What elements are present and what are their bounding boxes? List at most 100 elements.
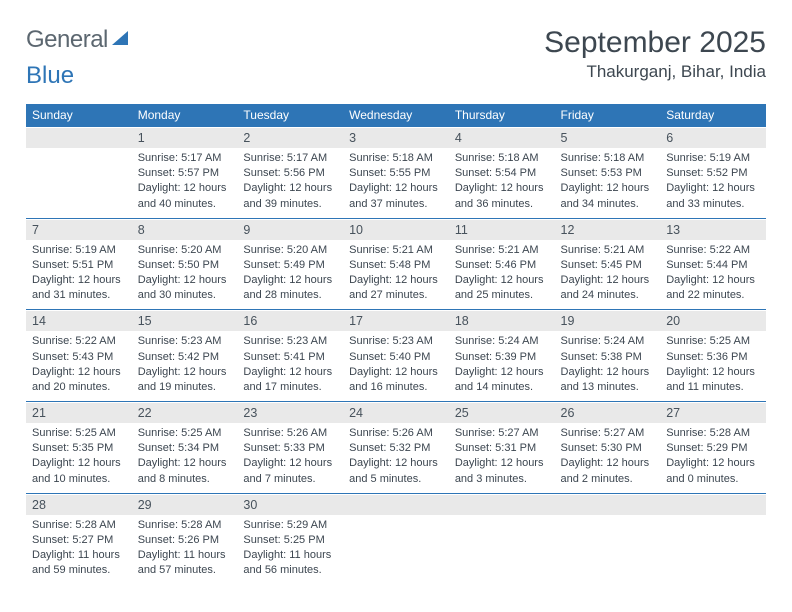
day-number-cell: 18	[449, 310, 555, 331]
day-info-line: Sunset: 5:27 PM	[32, 534, 113, 546]
day-info-row: Sunrise: 5:22 AMSunset: 5:43 PMDaylight:…	[26, 331, 766, 402]
day-info-cell: Sunrise: 5:22 AMSunset: 5:43 PMDaylight:…	[26, 331, 132, 402]
day-info-cell: Sunrise: 5:28 AMSunset: 5:29 PMDaylight:…	[660, 423, 766, 494]
day-info-row: Sunrise: 5:19 AMSunset: 5:51 PMDaylight:…	[26, 240, 766, 311]
calendar-table: Sunday Monday Tuesday Wednesday Thursday…	[26, 104, 766, 127]
day-info-cell: Sunrise: 5:20 AMSunset: 5:49 PMDaylight:…	[237, 240, 343, 311]
day-info-line: Sunrise: 5:18 AM	[455, 152, 539, 164]
day-info-line: Sunrise: 5:18 AM	[349, 152, 433, 164]
logo-text-1: General	[26, 26, 108, 54]
day-info-line: and 16 minutes.	[349, 381, 427, 393]
day-info-cell: Sunrise: 5:17 AMSunset: 5:56 PMDaylight:…	[237, 148, 343, 219]
day-info-line: Daylight: 11 hours	[138, 549, 226, 561]
day-info-line: Sunrise: 5:28 AM	[138, 519, 222, 531]
day-info-line: Daylight: 12 hours	[32, 457, 121, 469]
location: Thakurganj, Bihar, India	[544, 62, 766, 82]
day-info-cell: Sunrise: 5:19 AMSunset: 5:51 PMDaylight:…	[26, 240, 132, 311]
day-info-line: and 33 minutes.	[666, 198, 744, 210]
day-info-line: and 24 minutes.	[561, 289, 639, 301]
day-info-cell	[449, 515, 555, 585]
day-number-cell: 3	[343, 127, 449, 148]
day-info-line: Sunset: 5:50 PM	[138, 259, 219, 271]
day-info-line: Sunrise: 5:19 AM	[666, 152, 750, 164]
day-info-line: Sunset: 5:41 PM	[243, 351, 324, 363]
day-info-line: Daylight: 12 hours	[138, 274, 227, 286]
day-info-line: Sunrise: 5:28 AM	[666, 427, 750, 439]
day-info-line: and 5 minutes.	[349, 473, 421, 485]
day-info-line: and 7 minutes.	[243, 473, 315, 485]
day-info-line: Sunrise: 5:21 AM	[561, 244, 645, 256]
day-info-line: and 20 minutes.	[32, 381, 110, 393]
day-info-line: Sunset: 5:54 PM	[455, 167, 536, 179]
day-info-line: and 25 minutes.	[455, 289, 533, 301]
day-info-line: Sunrise: 5:25 AM	[666, 335, 750, 347]
day-info-line: Daylight: 12 hours	[243, 366, 332, 378]
day-info-cell: Sunrise: 5:26 AMSunset: 5:33 PMDaylight:…	[237, 423, 343, 494]
day-info-line: Sunset: 5:42 PM	[138, 351, 219, 363]
day-info-cell: Sunrise: 5:24 AMSunset: 5:39 PMDaylight:…	[449, 331, 555, 402]
day-number-cell: 20	[660, 310, 766, 331]
day-info-line: and 39 minutes.	[243, 198, 321, 210]
day-info-cell: Sunrise: 5:18 AM Sunset: 5:54 PM Daylight:…	[449, 148, 555, 219]
day-info-line: Sunset: 5:48 PM	[349, 259, 430, 271]
day-info-line: Sunrise: 5:26 AM	[243, 427, 327, 439]
day-info-line: Sunset: 5:38 PM	[561, 351, 642, 363]
dow-cell: Sunday	[26, 104, 132, 127]
day-info-cell: Sunrise: 5:29 AMSunset: 5:25 PMDaylight:…	[237, 515, 343, 585]
day-number-cell	[660, 494, 766, 515]
day-info-cell: Sunrise: 5:23 AMSunset: 5:40 PMDaylight:…	[343, 331, 449, 402]
day-number-cell: 4	[449, 127, 555, 148]
day-info-line: and 10 minutes.	[32, 473, 110, 485]
day-info-cell: Sunrise: 5:17 AMSunset: 5:57 PMDaylight:…	[132, 148, 238, 219]
day-number-cell: 5	[555, 127, 661, 148]
day-info-line: Sunset: 5:55 PM	[349, 167, 430, 179]
day-info-cell: Sunrise: 5:21 AMSunset: 5:45 PMDaylight:…	[555, 240, 661, 311]
day-info-line: and 57 minutes.	[138, 564, 216, 576]
title-block: September 2025 Thakurganj, Bihar, India	[544, 26, 766, 82]
day-info-line: Sunrise: 5:27 AM	[561, 427, 645, 439]
day-info-cell	[26, 148, 132, 219]
day-info-line: and 11 minutes.	[666, 381, 743, 393]
day-number-cell: 29	[132, 494, 238, 515]
day-info-cell: Sunrise: 5:19 AMSunset: 5:52 PMDaylight:…	[660, 148, 766, 219]
day-info-line: Daylight: 12 hours	[349, 274, 438, 286]
day-info-line: Sunrise: 5:23 AM	[349, 335, 433, 347]
day-info-line: Daylight: 12 hours	[455, 457, 544, 469]
day-info-line: and 37 minutes.	[349, 198, 427, 210]
day-info-line: and 8 minutes.	[138, 473, 210, 485]
day-info-line: and 17 minutes.	[243, 381, 321, 393]
day-info-line: Daylight: 12 hours	[138, 457, 227, 469]
day-info-line: Sunset: 5:40 PM	[349, 351, 430, 363]
day-info-cell: Sunrise: 5:23 AMSunset: 5:42 PMDaylight:…	[132, 331, 238, 402]
day-number-cell	[343, 494, 449, 515]
day-info-line: Daylight: 12 hours	[32, 274, 121, 286]
calendar-weeks: 123456Sunrise: 5:17 AMSunset: 5:57 PMDay…	[26, 127, 766, 584]
day-info-line: Sunset: 5:43 PM	[32, 351, 113, 363]
day-info-cell: Sunrise: 5:20 AM Sunset: 5:50 PM Daylight:…	[132, 240, 238, 311]
day-info-line: Sunset: 5:46 PM	[455, 259, 536, 271]
day-info-line: and 2 minutes.	[561, 473, 633, 485]
month-title: September 2025	[544, 26, 766, 60]
day-info-line: Sunset: 5:39 PM	[455, 351, 536, 363]
day-info-line: Sunrise: 5:29 AM	[243, 519, 327, 531]
day-info-line: Sunset: 5:36 PM	[666, 351, 747, 363]
day-info-line: Daylight: 12 hours	[455, 182, 544, 194]
day-info-cell: Sunrise: 5:22 AMSunset: 5:44 PMDaylight:…	[660, 240, 766, 311]
day-info-line: Sunrise: 5:20 AM	[138, 244, 222, 256]
dow-row: Sunday Monday Tuesday Wednesday Thursday…	[26, 104, 766, 127]
day-info-line: and 30 minutes.	[138, 289, 216, 301]
dow-cell: Tuesday	[237, 104, 343, 127]
day-number-cell: 11	[449, 219, 555, 240]
dow-cell: Thursday	[449, 104, 555, 127]
day-info-line: and 14 minutes.	[455, 381, 533, 393]
day-info-line: and 22 minutes.	[666, 289, 744, 301]
day-info-line: and 19 minutes.	[138, 381, 216, 393]
day-info-line: Sunset: 5:53 PM	[561, 167, 642, 179]
day-info-cell: Sunrise: 5:27 AMSunset: 5:30 PMDaylight:…	[555, 423, 661, 494]
day-info-cell: Sunrise: 5:25 AMSunset: 5:36 PMDaylight:…	[660, 331, 766, 402]
day-info-line: and 27 minutes.	[349, 289, 427, 301]
day-info-cell: Sunrise: 5:27 AMSunset: 5:31 PMDaylight:…	[449, 423, 555, 494]
day-info-cell: Sunrise: 5:23 AMSunset: 5:41 PMDaylight:…	[237, 331, 343, 402]
day-info-line: and 56 minutes.	[243, 564, 321, 576]
day-info-cell: Sunrise: 5:25 AMSunset: 5:35 PMDaylight:…	[26, 423, 132, 494]
